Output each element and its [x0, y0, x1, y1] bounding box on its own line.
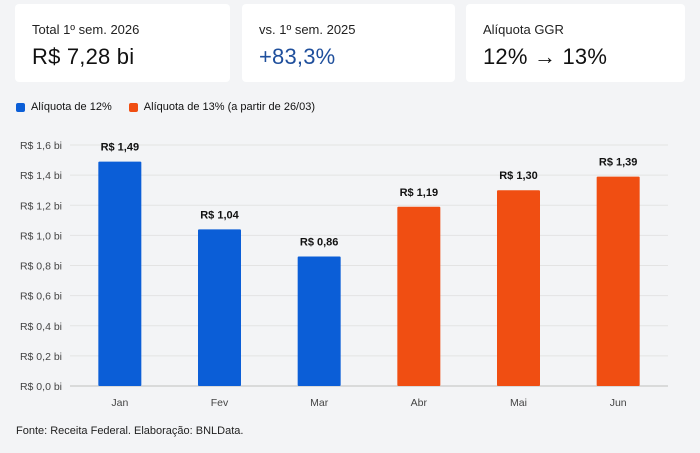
x-tick-label: Mar: [310, 397, 329, 409]
legend-swatch-blue: [16, 102, 25, 112]
x-tick-label: Jun: [610, 397, 627, 409]
bar-value-label: R$ 1,04: [200, 209, 239, 221]
bar-chart: R$ 0,0 bi R$ 0,2 bi R$ 0,4 bi R$ 0,6 bi R$ 0…: [20, 140, 668, 409]
kpi-card-growth: vs. 1º sem. 2025 +83,3%: [242, 4, 455, 82]
y-tick-label: R$ 1,0 bi: [20, 230, 62, 242]
bar-jun: [596, 176, 640, 386]
legend-item-13: Alíquota de 13% (a partir de 26/03): [128, 101, 316, 113]
legend-item-12: Alíquota de 12%: [16, 101, 112, 113]
kpi-card-total: Total 1º sem. 2026 R$ 7,28 bi: [15, 4, 230, 82]
legend-label: Alíquota de 12%: [31, 101, 112, 113]
x-tick-label: Mai: [510, 397, 527, 409]
x-tick-label: Fev: [211, 397, 229, 409]
bar-value-label: R$ 0,86: [300, 236, 339, 248]
chart-legend: Alíquota de 12% Alíquota de 13% (a parti…: [16, 101, 329, 115]
y-tick-label: R$ 0,2 bi: [20, 351, 62, 363]
y-tick-label: R$ 0,0 bi: [20, 381, 62, 393]
bar-jan: [98, 161, 142, 386]
x-tick-label: Abr: [411, 397, 428, 409]
kpi-value: R$ 7,28 bi: [32, 44, 135, 69]
kpi-label: Alíquota GGR: [483, 22, 564, 37]
y-tick-label: R$ 0,6 bi: [20, 291, 62, 303]
y-tick-label: R$ 0,4 bi: [20, 321, 62, 333]
bar-value-label: R$ 1,49: [101, 142, 140, 154]
kpi-cards: Total 1º sem. 2026 R$ 7,28 bi vs. 1º sem…: [15, 4, 685, 82]
bar-value-label: R$ 1,19: [400, 187, 439, 199]
kpi-card-rate: Alíquota GGR 12% → 13%: [466, 4, 685, 82]
source-note: Fonte: Receita Federal. Elaboração: BNLD…: [16, 425, 244, 437]
y-tick-label: R$ 1,2 bi: [20, 200, 62, 212]
bar-mar: [297, 256, 341, 386]
bar-abr: [397, 206, 441, 386]
kpi-value: 12% → 13%: [483, 44, 608, 69]
legend-swatch-orange: [128, 102, 138, 112]
y-tick-label: R$ 0,8 bi: [20, 261, 62, 273]
bar-mai: [497, 190, 540, 386]
bar-value-label: R$ 1,30: [499, 170, 538, 182]
y-tick-label: R$ 1,6 bi: [20, 140, 62, 152]
kpi-label: Total 1º sem. 2026: [32, 22, 140, 37]
bar-value-label: R$ 1,39: [599, 157, 638, 169]
y-tick-label: R$ 1,4 bi: [20, 170, 62, 182]
bar-fev: [198, 229, 241, 386]
kpi-label: vs. 1º sem. 2025: [259, 22, 356, 37]
legend-label: Alíquota de 13% (a partir de 26/03): [143, 101, 316, 113]
kpi-value: +83,3%: [259, 44, 336, 69]
x-tick-label: Jan: [111, 397, 128, 409]
